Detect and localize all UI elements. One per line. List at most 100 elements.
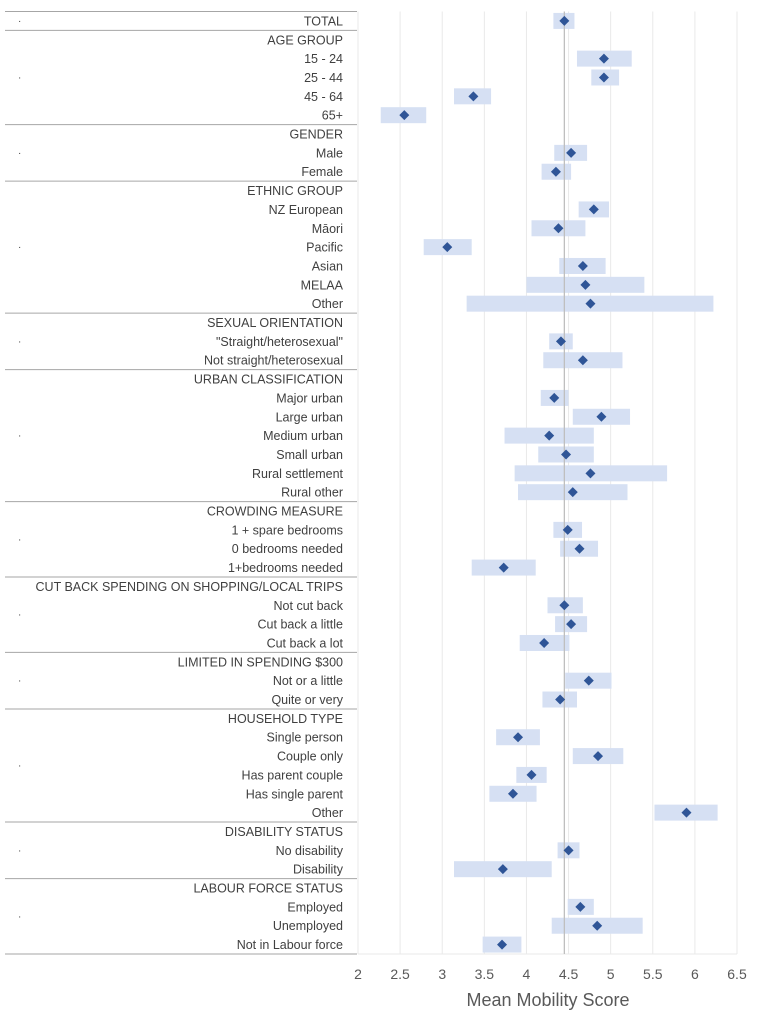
mean-point bbox=[544, 430, 555, 441]
group-marker: · bbox=[18, 336, 21, 347]
mean-point bbox=[513, 732, 524, 743]
row-label: 45 - 64 bbox=[304, 90, 343, 104]
row-label: Not or a little bbox=[273, 674, 343, 688]
mean-point bbox=[596, 411, 607, 422]
mean-point bbox=[563, 845, 574, 856]
mean-point bbox=[559, 15, 570, 26]
group-marker: · bbox=[18, 610, 21, 621]
row-label: Single person bbox=[267, 731, 343, 745]
row-label: 15 - 24 bbox=[304, 52, 343, 66]
mean-point bbox=[526, 769, 537, 780]
row-label: Male bbox=[316, 146, 343, 160]
mean-point bbox=[598, 53, 609, 64]
mean-point bbox=[539, 637, 550, 648]
group-heading: DISABILITY STATUS bbox=[225, 825, 343, 839]
x-tick-label: 3 bbox=[438, 966, 446, 982]
mean-point bbox=[577, 260, 588, 271]
row-label: Has single parent bbox=[246, 787, 344, 801]
x-tick-label: 3.5 bbox=[475, 966, 495, 982]
mean-point bbox=[585, 468, 596, 479]
x-axis-label: Mean Mobility Score bbox=[466, 990, 629, 1010]
row-label: Small urban bbox=[276, 448, 343, 462]
x-tick-label: 2 bbox=[354, 966, 362, 982]
row-label: Medium urban bbox=[263, 429, 343, 443]
x-tick-label: 2.5 bbox=[390, 966, 410, 982]
row-label: 1 + spare bedrooms bbox=[231, 523, 343, 537]
group-separators bbox=[5, 11, 357, 955]
group-marker: · bbox=[18, 761, 21, 772]
mean-point bbox=[681, 807, 692, 818]
group-marker: · bbox=[18, 431, 21, 442]
row-labels: TOTAL AGE GROUP 15 - 24 25 - 44 45 - 64 65+ GE… bbox=[36, 14, 344, 952]
mean-point bbox=[399, 110, 410, 121]
row-label: Asian bbox=[312, 259, 343, 273]
group-heading: GENDER bbox=[290, 128, 343, 142]
row-label: Employed bbox=[287, 900, 343, 914]
row-label: No disability bbox=[276, 844, 344, 858]
x-axis-ticks: 2 2.5 3 3.5 4 4.5 5 5.5 6 6.5 bbox=[354, 966, 747, 982]
mean-point bbox=[566, 619, 577, 630]
group-heading: ETHNIC GROUP bbox=[247, 184, 343, 198]
row-label: MELAA bbox=[301, 278, 344, 292]
mean-point bbox=[592, 920, 603, 931]
group-heading: SEXUAL ORIENTATION bbox=[207, 316, 343, 330]
group-marker: · bbox=[18, 845, 21, 856]
group-heading: LIMITED IN SPENDING $300 bbox=[178, 655, 343, 669]
row-label: Quite or very bbox=[271, 693, 343, 707]
row-label: Not cut back bbox=[274, 599, 344, 613]
mean-point bbox=[593, 751, 604, 762]
mean-point bbox=[561, 449, 572, 460]
row-label: Pacific bbox=[306, 241, 343, 255]
x-tick-label: 5 bbox=[607, 966, 615, 982]
x-tick-label: 6.5 bbox=[727, 966, 747, 982]
row-label: Not in Labour force bbox=[237, 938, 343, 952]
group-heading: CROWDING MEASURE bbox=[207, 505, 343, 519]
mean-point bbox=[550, 166, 561, 177]
mean-point bbox=[598, 72, 609, 83]
row-label: Cut back a little bbox=[258, 618, 344, 632]
mean-point bbox=[585, 298, 596, 309]
mean-point bbox=[555, 336, 566, 347]
row-label: Large urban bbox=[276, 410, 343, 424]
mean-point bbox=[468, 91, 479, 102]
row-label: Disability bbox=[293, 863, 344, 877]
mean-points bbox=[399, 15, 692, 950]
row-label: Major urban bbox=[276, 391, 343, 405]
x-tick-label: 5.5 bbox=[643, 966, 663, 982]
group-marker: · bbox=[18, 16, 21, 27]
group-markers: · · · · · · · · · · · · bbox=[18, 16, 21, 922]
row-label: Other bbox=[312, 297, 343, 311]
mean-point bbox=[575, 901, 586, 912]
mean-point bbox=[562, 524, 573, 535]
row-label: NZ European bbox=[269, 203, 343, 217]
confidence-intervals bbox=[380, 12, 718, 953]
group-heading: LABOUR FORCE STATUS bbox=[193, 882, 343, 896]
row-label: Couple only bbox=[277, 750, 344, 764]
row-label: Rural other bbox=[281, 486, 343, 500]
row-label: 0 bedrooms needed bbox=[232, 542, 343, 556]
group-marker: · bbox=[18, 72, 21, 83]
mean-point bbox=[567, 487, 578, 498]
mean-point bbox=[574, 543, 585, 554]
mean-point bbox=[442, 242, 453, 253]
row-label: Not straight/heterosexual bbox=[204, 354, 343, 368]
mean-point bbox=[580, 279, 591, 290]
row-label: Unemployed bbox=[273, 919, 343, 933]
group-heading: CUT BACK SPENDING ON SHOPPING/LOCAL TRIP… bbox=[36, 580, 343, 594]
mean-point bbox=[549, 392, 560, 403]
group-marker: · bbox=[18, 534, 21, 545]
x-tick-label: 4.5 bbox=[559, 966, 579, 982]
row-label: 65+ bbox=[322, 109, 343, 123]
group-heading: URBAN CLASSIFICATION bbox=[194, 373, 343, 387]
mean-point bbox=[555, 694, 566, 705]
row-label: Cut back a lot bbox=[267, 636, 344, 650]
group-heading: HOUSEHOLD TYPE bbox=[228, 712, 343, 726]
mean-point bbox=[498, 562, 509, 573]
row-label: "Straight/heterosexual" bbox=[216, 335, 343, 349]
x-tick-label: 4 bbox=[523, 966, 531, 982]
row-label: 25 - 44 bbox=[304, 71, 343, 85]
mean-point bbox=[583, 675, 594, 686]
group-marker: · bbox=[18, 148, 21, 159]
x-tick-label: 6 bbox=[691, 966, 699, 982]
